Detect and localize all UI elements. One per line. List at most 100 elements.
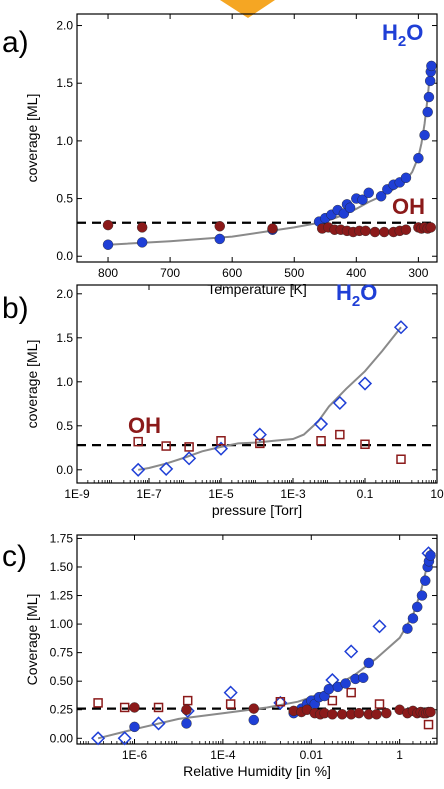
y-tick-label: 1.00 — [50, 617, 74, 631]
series-0 — [102, 60, 437, 250]
x-tick-label: 1E-5 — [208, 487, 234, 501]
data-point — [360, 439, 370, 450]
data-point — [316, 436, 326, 446]
data-point — [425, 550, 436, 561]
y-tick-label: 1.0 — [56, 134, 73, 148]
series-label-h2o-main: H — [336, 280, 352, 305]
x-tick-label: 700 — [160, 266, 180, 280]
data-point — [129, 702, 140, 713]
y-tick-label: 1.5 — [56, 76, 73, 90]
data-point — [131, 462, 146, 477]
series-1 — [102, 219, 436, 238]
data-point — [151, 716, 166, 731]
data-point — [424, 75, 436, 87]
y-tick-label: 0.0 — [56, 463, 73, 477]
data-point — [360, 225, 371, 237]
x-tick-label: 400 — [346, 266, 366, 280]
data-point — [161, 441, 171, 451]
y-tick-label: 1.5 — [56, 331, 73, 345]
data-point — [182, 451, 197, 466]
series-label-h2o-tail: O — [360, 280, 377, 305]
y-tick-label: 0.0 — [56, 249, 73, 263]
data-point — [344, 202, 356, 213]
x-axis-label: Temperature [K] — [207, 281, 307, 297]
y-tick-label: 0.25 — [50, 703, 74, 717]
data-point — [248, 714, 259, 726]
x-tick-label: 300 — [408, 266, 428, 280]
data-point — [267, 223, 278, 234]
panel-1: b) 0.0 0.5 1.0 1.5 2.0 1E-9 1E-7 1E-5 1E-3 0.1 10 pr… — [2, 280, 444, 518]
x-tick-label: 0.1 — [357, 487, 374, 501]
data-point — [375, 191, 387, 202]
data-point — [153, 702, 164, 713]
y-tick-label: 0.5 — [56, 419, 73, 433]
series-label-oh: OH — [128, 413, 161, 438]
fit-curve — [107, 62, 432, 246]
data-point — [400, 172, 412, 183]
data-point — [133, 436, 143, 447]
x-axis-label: pressure [Torr] — [212, 502, 302, 518]
data-point — [102, 219, 114, 231]
data-point — [420, 575, 431, 586]
data-point — [223, 685, 238, 700]
data-point — [358, 672, 369, 683]
data-point — [93, 698, 103, 708]
fit-curve — [97, 548, 432, 740]
data-point — [275, 696, 286, 707]
x-tick-label: 600 — [222, 266, 242, 280]
data-point — [425, 706, 436, 718]
series-3 — [129, 702, 436, 720]
y-tick-label: 2.0 — [56, 287, 73, 301]
y-axis-label: coverage [ML] — [24, 340, 40, 429]
data-point — [416, 590, 428, 601]
panel-label: a) — [2, 26, 29, 59]
series-1 — [93, 687, 434, 730]
data-point — [371, 709, 382, 720]
series-label-h2o-sub: 2 — [352, 293, 360, 310]
data-point — [136, 237, 148, 248]
y-tick-label: 1.25 — [50, 589, 74, 603]
data-point — [340, 678, 351, 689]
data-point — [422, 106, 433, 118]
series-label-h2o-sub: 2 — [398, 33, 406, 50]
data-point — [423, 719, 434, 730]
plot-frame — [76, 13, 438, 263]
data-point — [129, 721, 140, 733]
data-point — [182, 695, 193, 706]
panel-0: a) 0.0 0.5 1.0 1.5 2.0 800 700 600 500 400 300 Tempe… — [2, 13, 438, 297]
data-point — [213, 441, 229, 456]
data-point — [159, 461, 174, 476]
data-point — [323, 683, 335, 695]
y-tick-label: 1.50 — [50, 560, 74, 574]
data-point — [419, 129, 430, 141]
y-tick-label: 0.5 — [56, 192, 73, 206]
data-point — [119, 702, 130, 713]
data-point — [363, 657, 374, 669]
data-point — [425, 222, 436, 233]
data-point — [181, 718, 192, 729]
y-tick-label: 0.75 — [50, 646, 74, 660]
data-point — [353, 707, 365, 719]
data-point — [102, 239, 114, 250]
x-tick-label: 1E-9 — [64, 487, 90, 501]
fit-curve — [138, 326, 402, 471]
data-point — [255, 438, 265, 449]
data-point — [369, 226, 381, 238]
data-point — [252, 427, 267, 442]
y-tick-label: 0.50 — [50, 674, 74, 688]
data-point — [136, 222, 148, 233]
panel-2: c) 0.00 0.25 0.50 0.75 1.00 1.25 1.50 1.75 1E-6 1E… — [2, 531, 438, 779]
data-point — [379, 226, 390, 238]
data-point — [327, 695, 338, 706]
data-point — [357, 194, 368, 205]
accent-shape — [220, 0, 275, 18]
data-point — [214, 233, 225, 245]
data-point — [346, 687, 356, 698]
x-tick-label: 1E-6 — [122, 748, 148, 762]
data-point — [91, 731, 106, 746]
y-axis-label: Coverage [ML] — [24, 594, 40, 686]
data-point — [216, 436, 226, 446]
data-point — [184, 442, 194, 452]
x-tick-label: 1 — [396, 748, 403, 762]
data-point — [336, 709, 348, 720]
